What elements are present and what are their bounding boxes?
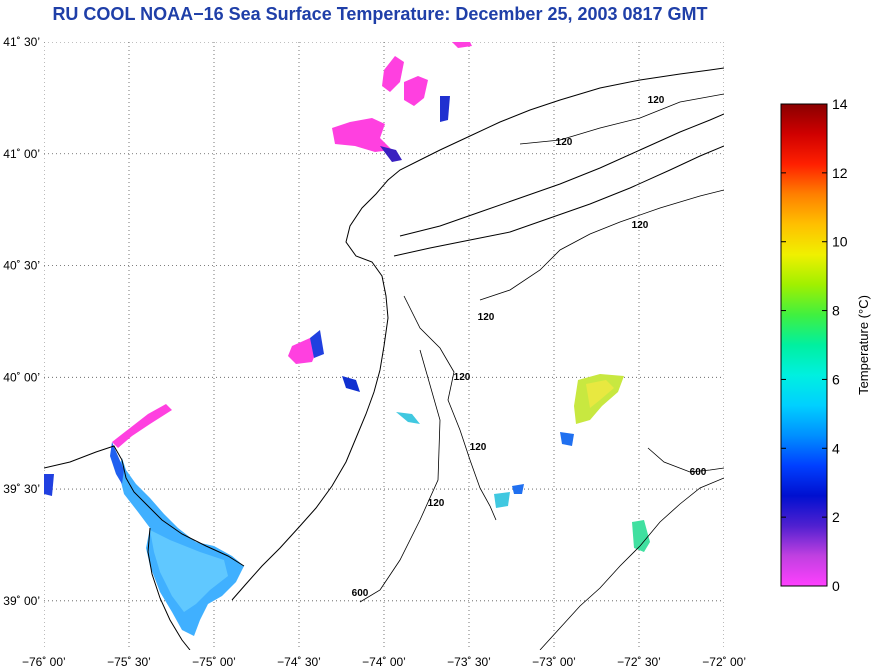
colorbar-gradient xyxy=(780,103,828,587)
colorbar: 0 2 4 6 8 10 12 14 Temperature (°C) xyxy=(780,96,871,594)
colorbar-tick-label: 6 xyxy=(832,371,840,387)
colorbar-tick-label: 14 xyxy=(832,96,848,112)
lon-tick-label: −75˚ 00’ xyxy=(192,655,236,669)
lon-tick-label: −75˚ 30’ xyxy=(107,655,151,669)
isobaths xyxy=(359,93,724,650)
sst-patch-offshore-blue xyxy=(560,432,574,446)
isobath-labels: 120 120 120 120 120 120 120 600 600 xyxy=(352,95,707,599)
colorbar-tick-label: 4 xyxy=(832,440,840,456)
coastline-delmarva xyxy=(147,527,191,650)
lat-tick-label: 40˚ 00’ xyxy=(3,370,40,384)
latitude-axis: 41˚ 30’ 41˚ 00’ 40˚ 30’ 40˚ 00’ 39˚ 30’ 39˚ 0… xyxy=(3,35,40,608)
graticule-grid xyxy=(44,42,724,650)
sst-patch-north-magenta-2 xyxy=(382,56,404,92)
sst-patch-offshore-cyan xyxy=(632,520,650,552)
isobath-120-2 xyxy=(359,349,441,603)
lon-tick-label: −74˚ 00’ xyxy=(362,655,406,669)
isobath-label: 120 xyxy=(632,220,649,231)
lon-tick-label: −72˚ 30’ xyxy=(617,655,661,669)
sst-data-layer xyxy=(44,42,650,636)
colorbar-title: Temperature (°C) xyxy=(856,295,871,395)
isobath-label: 120 xyxy=(470,442,487,453)
lat-tick-label: 40˚ 30’ xyxy=(3,259,40,273)
sst-patch-north-blue-2 xyxy=(380,146,402,162)
lon-tick-label: −76˚ 00’ xyxy=(22,655,66,669)
sst-patch-nj-blue xyxy=(310,330,324,358)
isobath-label: 120 xyxy=(454,372,471,383)
lat-tick-label: 41˚ 30’ xyxy=(3,35,40,49)
sst-patch-delaware-upper-magenta xyxy=(112,404,172,448)
lon-tick-label: −73˚ 00’ xyxy=(532,655,576,669)
isobath-label: 120 xyxy=(428,498,445,509)
colorbar-tick-label: 8 xyxy=(832,303,840,319)
sst-patch-nj-magenta xyxy=(288,338,318,364)
isobath-120-1 xyxy=(403,295,497,521)
coastline-long-island-north xyxy=(399,113,724,237)
isobath-label: 600 xyxy=(690,467,707,478)
sst-patch-left-edge-blue xyxy=(44,474,54,496)
sst-patch-offshore-blue-2 xyxy=(512,484,524,494)
lat-tick-label: 39˚ 30’ xyxy=(3,482,40,496)
lon-tick-label: −72˚ 00’ xyxy=(702,655,746,669)
coastline-nj-ny xyxy=(231,67,724,601)
lat-tick-label: 39˚ 00’ xyxy=(3,594,40,608)
sst-patch-delaware-river xyxy=(110,442,124,484)
sst-patch-north-magenta xyxy=(332,118,392,152)
sst-patch-north-magenta-4 xyxy=(452,42,472,48)
coastline-delaware xyxy=(44,445,245,567)
sst-patch-north-magenta-3 xyxy=(404,76,428,106)
isobath-120-3 xyxy=(479,189,724,301)
isobath-120-4 xyxy=(519,93,724,145)
isobath-label: 600 xyxy=(352,588,369,599)
lon-tick-label: −73˚ 30’ xyxy=(447,655,491,669)
sst-patch-delaware-bay-inner xyxy=(150,530,228,612)
map-title: RU COOL NOAA−16 Sea Surface Temperature:… xyxy=(52,4,708,24)
colorbar-tick-label: 2 xyxy=(832,509,840,525)
sst-patch-north-blue xyxy=(440,96,450,122)
colorbar-tick-label: 0 xyxy=(832,578,840,594)
sst-patch-offshore-warm-core xyxy=(586,380,614,408)
isobath-label: 120 xyxy=(556,137,573,148)
colorbar-ticks: 0 2 4 6 8 10 12 14 xyxy=(781,96,848,594)
colorbar-tick-label: 12 xyxy=(832,165,848,181)
lat-tick-label: 41˚ 00’ xyxy=(3,147,40,161)
isobath-600-1 xyxy=(539,477,724,650)
coastline-long-island-south xyxy=(393,145,724,257)
colorbar-tick-label: 10 xyxy=(832,234,848,250)
coastline xyxy=(44,67,724,650)
lon-tick-label: −74˚ 30’ xyxy=(277,655,321,669)
longitude-axis: −76˚ 00’ −75˚ 30’ −75˚ 00’ −74˚ 30’ −74˚ 00’… xyxy=(22,655,746,669)
sst-patch-offshore-cyan-3 xyxy=(396,412,420,424)
isobath-600-2 xyxy=(647,447,724,473)
isobath-label: 120 xyxy=(478,312,495,323)
sst-patch-offshore-cyan-2 xyxy=(494,492,510,508)
isobath-label: 120 xyxy=(648,95,665,106)
sst-patch-nj-blue-2 xyxy=(342,376,360,392)
